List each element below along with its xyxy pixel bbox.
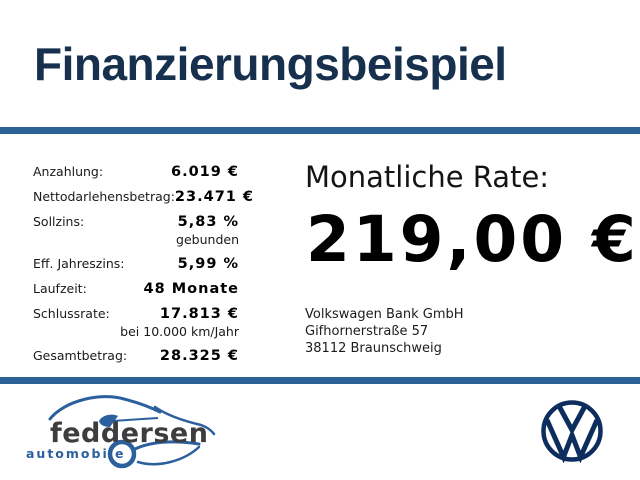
row-value: 5,83 % [177,214,239,230]
row-value: 23.471 € [174,189,255,205]
row-label: Schlussrate: [33,306,110,321]
row-note: gebunden [176,232,239,247]
row-value: 28.325 € [159,348,239,364]
page-title: Finanzierungsbeispiel [34,38,507,90]
bank-address: Volkswagen Bank GmbH Gifhornerstraße 57 … [305,306,464,357]
dealer-name-text: feddersen [50,418,208,449]
row-label: Laufzeit: [33,281,87,296]
finance-details-table: Anzahlung: 6.019 € Nettodarlehensbetrag:… [33,164,253,373]
dealer-subtitle-text: automobile [26,446,126,461]
car-sketch-icon: feddersen automobile [26,395,216,469]
row-value: 17.813 € [159,306,239,322]
footer-divider [0,377,640,384]
volkswagen-logo-icon [541,400,603,464]
bank-street: Gifhornerstraße 57 [305,324,429,339]
vw-logo [540,399,604,467]
table-row: Schlussrate: 17.813 € [33,306,239,322]
row-label: Sollzins: [33,214,85,229]
table-row: Eff. Jahreszins: 5,99 % [33,256,239,272]
header-divider [0,127,640,134]
bank-city: 38112 Braunschweig [305,341,442,356]
table-row: Gesamtbetrag: 28.325 € [33,348,239,364]
table-row: Anzahlung: 6.019 € [33,164,239,180]
table-row: Sollzins: 5,83 % [33,214,239,230]
row-label: Anzahlung: [33,164,104,179]
dealer-logo: feddersen automobile [22,388,237,480]
monthly-rate-label: Monatliche Rate: [305,160,550,194]
row-label: Eff. Jahreszins: [33,256,125,271]
row-label: Nettodarlehensbetrag: [33,189,175,204]
row-note: bei 10.000 km/Jahr [120,324,239,339]
monthly-rate-value: 219,00 € [306,203,639,276]
row-value: 5,99 % [177,256,239,272]
row-value: 6.019 € [170,164,239,180]
table-row: Laufzeit: 48 Monate [33,281,239,297]
table-row: Nettodarlehensbetrag: 23.471 € [33,189,253,205]
row-value: 48 Monate [143,281,239,297]
bank-name: Volkswagen Bank GmbH [305,307,464,322]
row-label: Gesamtbetrag: [33,348,128,363]
